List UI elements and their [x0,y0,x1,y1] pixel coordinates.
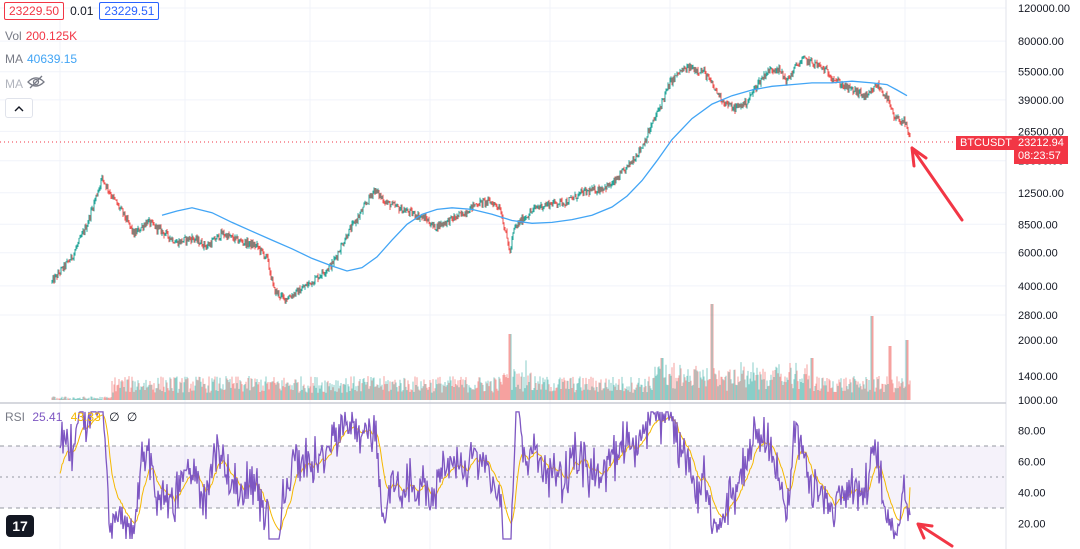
rsi-ma-value: 43.33 [70,410,101,424]
vol-label: Vol [5,29,22,43]
bid-price[interactable]: 23229.50 [4,2,65,20]
ma-legend[interactable]: MA 40639.15 [5,52,77,66]
annotation-arrow-rsi [916,522,954,548]
rsi-label: RSI [5,410,26,424]
eye-hidden-icon[interactable] [27,75,45,92]
volume-tick-label: 2000.00 [1018,335,1058,347]
countdown-value: 08:23:57 [1018,150,1061,162]
annotation-arrow-price [910,146,964,222]
volume-bars [51,304,911,400]
price-tick-label: 4000.00 [1018,281,1058,293]
price-tick-label: 55000.00 [1018,67,1064,79]
price-tick-label: 80000.00 [1018,36,1064,48]
last-price-value: 23212.94 [1018,137,1064,149]
symbol-tag: BTCUSDT [956,136,1016,150]
ma-line [161,80,908,272]
rsi-value: 25.41 [32,410,63,424]
volume-tick-label: 1000.00 [1018,395,1058,407]
candlesticks [51,55,911,304]
volume-tick-label: 1400.00 [1018,371,1058,383]
collapse-legend-button[interactable] [5,98,33,118]
last-price-tag: 23212.94 08:23:57 [1014,136,1068,164]
rsi-legend[interactable]: RSI 25.41 43.33 ∅ ∅ [5,410,137,424]
price-tick-label: 26500.00 [1018,126,1064,138]
ma2-label: MA [5,76,23,91]
price-tick-label: 12500.00 [1018,188,1064,200]
rsi-tick-label: 80.00 [1018,426,1046,438]
rsi-tick-label: 20.00 [1018,519,1046,531]
rsi-tick-label: 60.00 [1018,457,1046,469]
price-tick-label: 39000.00 [1018,95,1064,107]
vol-value: 200.125K [25,29,78,43]
price-tick-label: 6000.00 [1018,248,1058,260]
price-tick-label: 8500.00 [1018,219,1058,231]
ma-value: 40639.15 [27,52,78,66]
price-tick-label: 2800.00 [1018,310,1058,322]
ma2-legend[interactable]: MA [5,75,45,92]
rsi-extra-2: ∅ [126,410,138,424]
ask-price[interactable]: 23229.51 [99,2,160,20]
ma-label: MA [5,52,23,66]
bid-ask-row: 23229.50 0.01 23229.51 [4,2,160,20]
rsi-tick-label: 40.00 [1018,488,1046,500]
volume-legend[interactable]: Vol 200.125K [5,29,77,43]
price-axis: 120000.00 80000.00 55000.00 39000.00 26500.0… [1018,3,1070,531]
price-tick-label: 120000.00 [1018,3,1070,15]
spread-value: 0.01 [70,4,94,18]
tradingview-logo[interactable]: 17 [6,515,34,537]
grid-lines [0,0,1006,549]
chevron-up-icon [14,99,24,117]
rsi-extra-1: ∅ [109,410,120,424]
rsi-line [59,411,911,540]
